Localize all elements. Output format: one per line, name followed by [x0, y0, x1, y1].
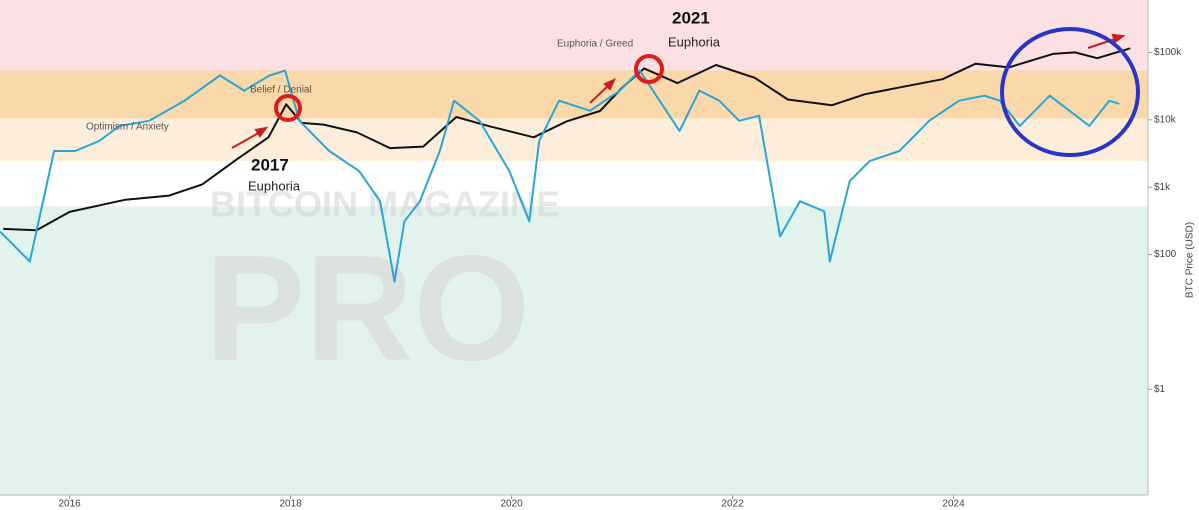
zone-band: [0, 206, 1148, 495]
y-tick-label: $1k: [1154, 182, 1171, 193]
zone-band: [0, 0, 1148, 71]
x-tick-label: 2020: [500, 499, 523, 510]
annotation: Optimism / Anxiety: [86, 122, 169, 133]
watermark: PRO: [205, 224, 530, 392]
x-tick-label: 2024: [942, 499, 965, 510]
highlight-circle: [634, 54, 664, 84]
series-line: [0, 69, 1120, 283]
annotation: 2021: [672, 8, 710, 27]
highlight-circle: [274, 94, 302, 122]
x-tick-label: 2018: [279, 499, 302, 510]
annotation: Belief / Denial: [250, 85, 312, 96]
grid: [69, 51, 1152, 499]
y-tick-label: $100: [1154, 249, 1177, 260]
zones: [0, 0, 1148, 495]
zone-band: [0, 161, 1148, 207]
zone-band: [0, 118, 1148, 162]
annotation: Euphoria: [248, 178, 301, 193]
x-tick-label: 2016: [58, 499, 81, 510]
annotation: Euphoria: [668, 34, 721, 49]
annotation: Euphoria / Greed: [557, 39, 633, 50]
arrows: [231, 33, 1126, 149]
highlight-ellipse: [1000, 27, 1140, 157]
y-tick-label: $10k: [1154, 114, 1177, 125]
y-tick-label: $100k: [1154, 47, 1182, 58]
zone-band: [0, 70, 1148, 119]
annotation: 2017: [251, 155, 289, 174]
x-tick-label: 2022: [721, 499, 744, 510]
watermark: BITCOIN MAGAZINE: [210, 184, 560, 225]
y-tick-label: $1: [1154, 384, 1166, 395]
y-axis-title: BTC Price (USD): [1185, 222, 1196, 298]
series-line: [3, 47, 1131, 232]
lines: [0, 47, 1131, 283]
